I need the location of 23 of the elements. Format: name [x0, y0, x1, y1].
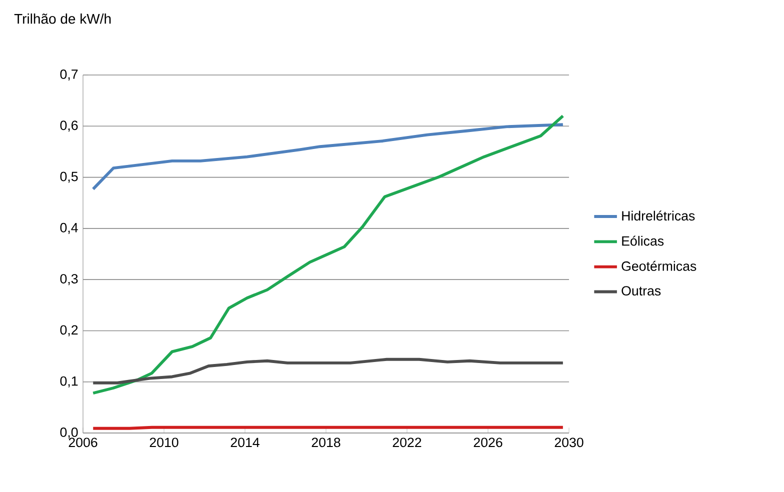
x-tick-label: 2014 — [230, 438, 260, 448]
y-tick-label: 0,5 — [60, 172, 78, 183]
y-tick-label: 0,7 — [60, 70, 78, 81]
legend-label: Geotérmicas — [622, 260, 696, 271]
x-tick-label: 2018 — [312, 438, 340, 448]
y-tick-label: 0,4 — [60, 222, 78, 234]
x-tick-label: 2010 — [150, 438, 178, 448]
legend-label: Outras — [622, 286, 661, 296]
x-tick-label: 2022 — [392, 438, 422, 448]
y-tick-label: 0,3 — [60, 274, 78, 286]
legend-label: Hidrelétricas — [622, 210, 695, 221]
line-series — [92, 114, 564, 395]
line-series — [92, 358, 564, 384]
chart-title: Trilhão de kW/h — [14, 14, 111, 24]
y-tick-label: 0,1 — [60, 376, 78, 388]
x-tick-label: 2030 — [554, 438, 584, 448]
legend-label: Eólicas — [622, 236, 664, 246]
y-tick-label: 0,6 — [60, 120, 78, 132]
line-series — [92, 123, 564, 191]
y-tick-label: 0,0 — [60, 427, 78, 439]
y-tick-label: 0,2 — [60, 325, 78, 336]
x-tick-label: 2006 — [68, 438, 98, 448]
x-tick-label: 2026 — [474, 438, 502, 448]
